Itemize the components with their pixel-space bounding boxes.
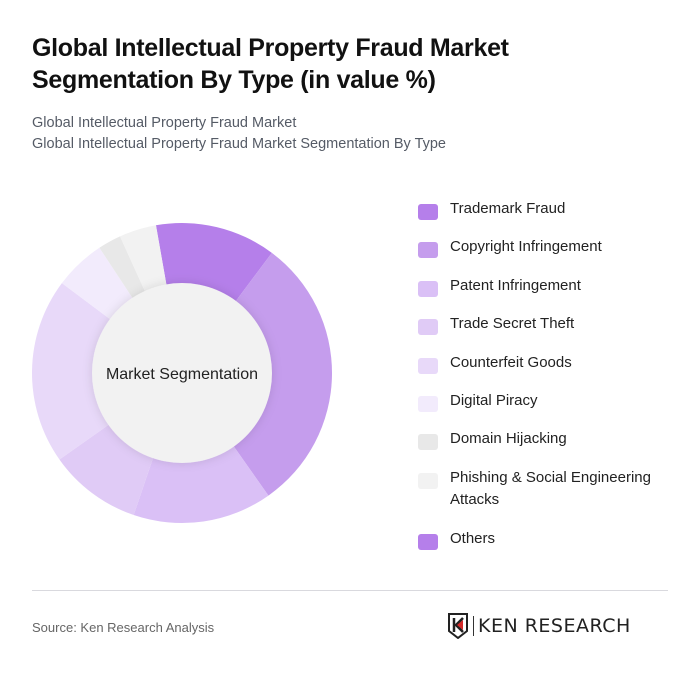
legend-swatch bbox=[418, 534, 438, 550]
donut-chart: Market Segmentation bbox=[32, 223, 332, 523]
legend-label: Phishing & Social Engineering Attacks bbox=[450, 469, 651, 508]
legend-label: Trademark Fraud bbox=[450, 200, 566, 217]
legend-swatch bbox=[418, 281, 438, 297]
ken-research-logo: KEN RESEARCH bbox=[447, 613, 631, 639]
legend-item[interactable]: Counterfeit Goods bbox=[418, 352, 668, 374]
legend-swatch bbox=[418, 434, 438, 450]
footer-divider bbox=[32, 590, 668, 591]
legend-label: Digital Piracy bbox=[450, 392, 538, 409]
legend-label: Counterfeit Goods bbox=[450, 354, 572, 371]
legend-item[interactable]: Trademark Fraud bbox=[418, 198, 668, 220]
legend-label: Others bbox=[450, 530, 496, 547]
legend-item[interactable]: Patent Infringement bbox=[418, 275, 668, 297]
legend-item[interactable]: Digital Piracy bbox=[418, 390, 668, 412]
legend-label: Trade Secret Theft bbox=[450, 315, 575, 332]
legend-item[interactable]: Others bbox=[418, 528, 668, 550]
legend-item[interactable]: Domain Hijacking bbox=[418, 428, 668, 450]
logo-divider bbox=[473, 616, 474, 636]
legend-swatch bbox=[418, 473, 438, 489]
legend-label: Patent Infringement bbox=[450, 277, 581, 294]
chart-subtitle-segmentation: Global Intellectual Property Fraud Marke… bbox=[32, 136, 447, 152]
legend-item[interactable]: Phishing & Social Engineering Attacks bbox=[418, 467, 668, 511]
donut-center bbox=[92, 283, 272, 463]
chart-subtitle-market: Global Intellectual Property Fraud Marke… bbox=[32, 115, 297, 131]
legend-swatch bbox=[418, 358, 438, 374]
legend-swatch bbox=[418, 242, 438, 258]
source-note: Source: Ken Research Analysis bbox=[32, 620, 215, 635]
chart-title: Global Intellectual Property Fraud Marke… bbox=[32, 34, 509, 94]
legend-item[interactable]: Copyright Infringement bbox=[418, 236, 668, 258]
legend-swatch bbox=[418, 396, 438, 412]
donut-center-label: Market Segmentation bbox=[106, 366, 258, 383]
legend-label: Domain Hijacking bbox=[450, 430, 567, 447]
legend-swatch bbox=[418, 319, 438, 335]
legend-swatch bbox=[418, 204, 438, 220]
legend-item[interactable]: Trade Secret Theft bbox=[418, 313, 668, 335]
ken-research-logo-icon bbox=[448, 613, 468, 639]
logo-text: KEN RESEARCH bbox=[478, 615, 631, 637]
legend-label: Copyright Infringement bbox=[450, 238, 602, 255]
